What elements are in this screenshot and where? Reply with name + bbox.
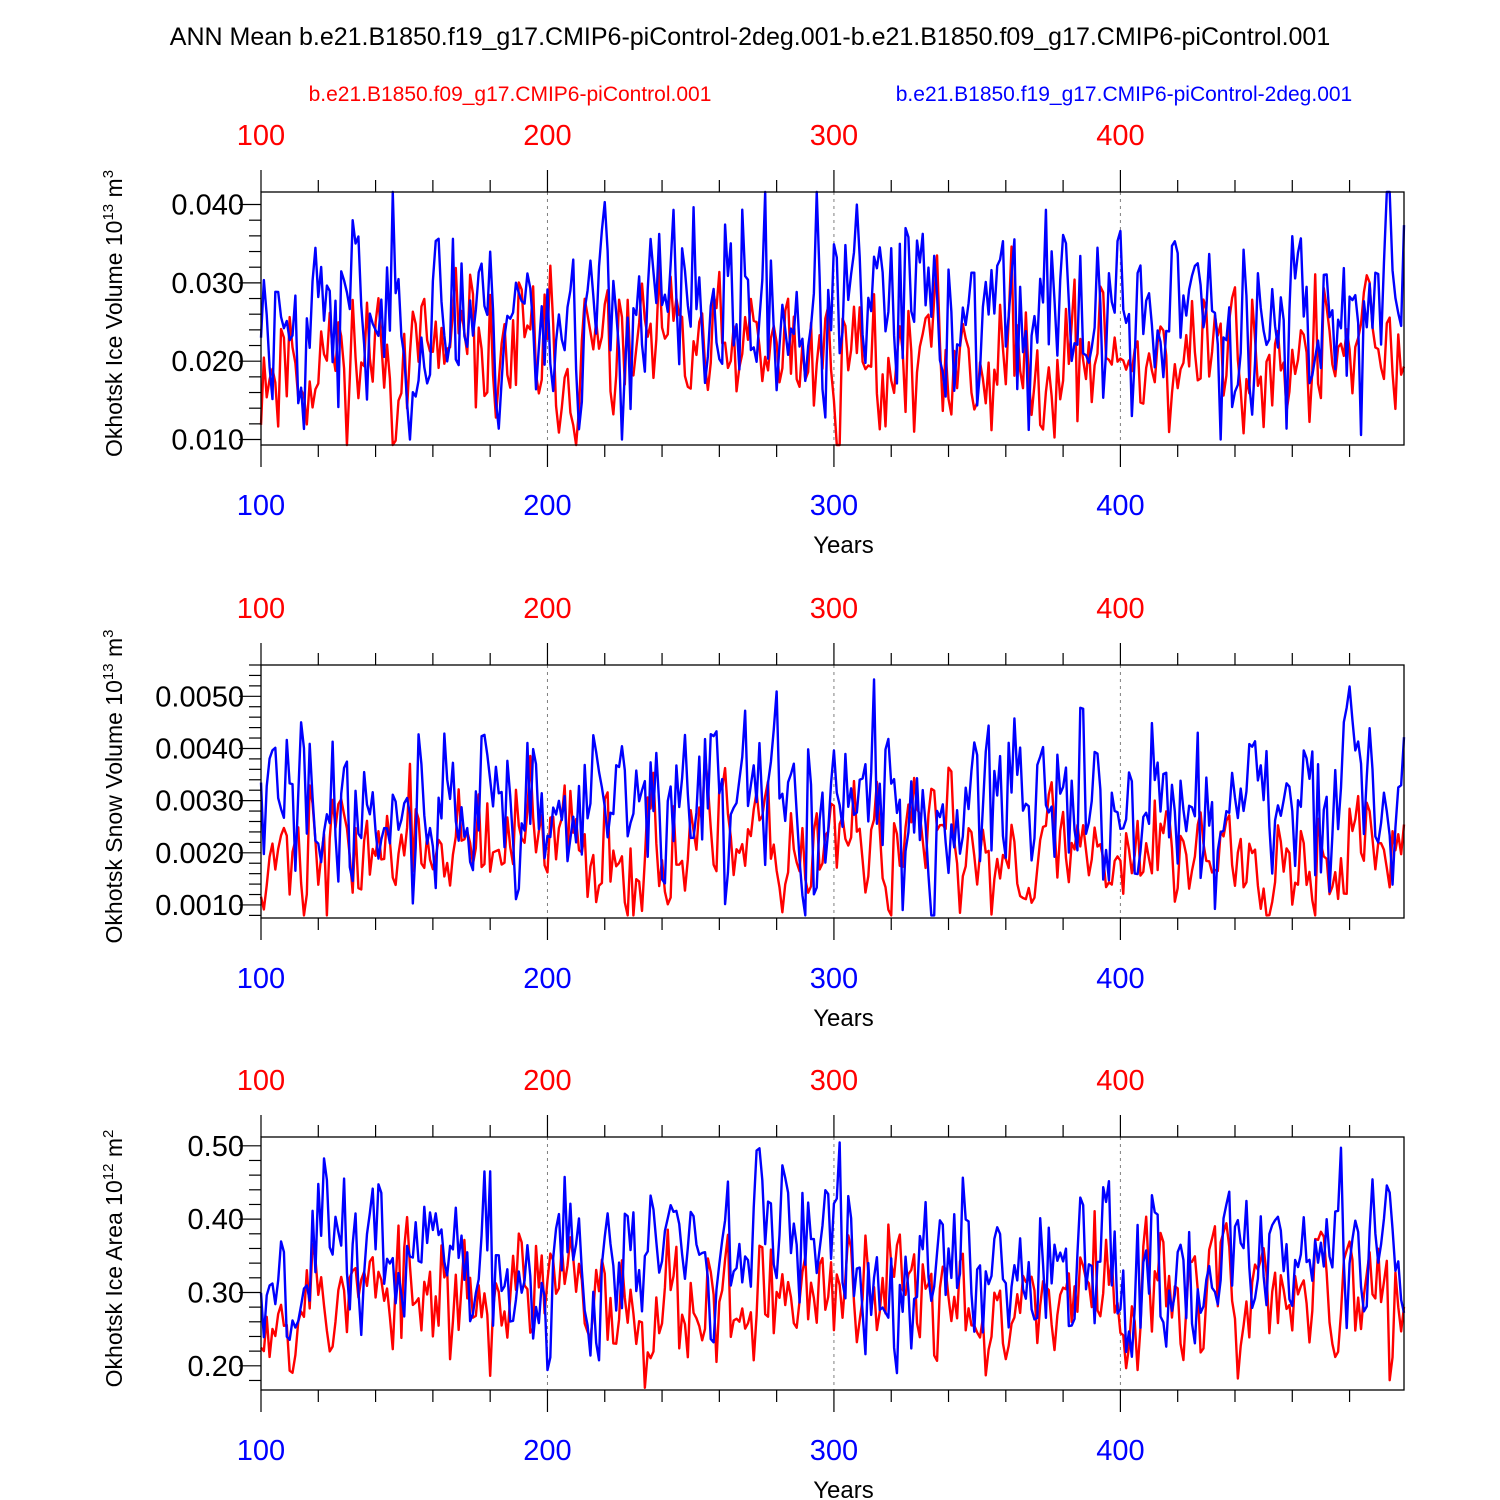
x-tick-label-bottom: 400 [1096,490,1144,522]
legend-run-b: b.e21.B1850.f19_g17.CMIP6-piControl-2deg… [896,83,1352,106]
x-tick-label-top: 400 [1096,1065,1144,1097]
y-tick-label: 0.50 [188,1131,244,1163]
x-tick-label-bottom: 300 [810,490,858,522]
y-tick-label: 0.30 [188,1277,244,1309]
x-tick-label-bottom: 100 [237,963,285,995]
y-tick-label: 0.010 [171,425,244,457]
y-axis-title-text: Okhotsk Snow Volume 10 [101,680,127,943]
x-tick-label-bottom: 400 [1096,1435,1144,1467]
panels: 100 100 200 200 300 300 400 400 Years 0.010 0.020 0… [100,120,1406,1500]
x-tick-label-top: 300 [810,1065,858,1097]
x-tick-label-bottom: 300 [810,1435,858,1467]
series-line-run-b [259,1141,1406,1375]
y-axis-title-text: Okhotsk Ice Area 10 [101,1180,127,1387]
y-axis-title: Okhotsk Snow Volume 1013 m3 [100,630,127,944]
y-axis-title: Okhotsk Ice Volume 1013 m3 [100,170,127,457]
y-tick-label: 0.0010 [155,890,244,922]
plot-frame [260,191,1405,446]
y-axis-title-text: Okhotsk Ice Volume 10 [101,221,127,458]
x-tick-label-top: 400 [1096,120,1144,152]
y-tick-label: 0.0040 [155,733,244,765]
y-axis-title-unit-exponent: 2 [100,1130,117,1138]
x-axis-title: Years [813,1477,874,1500]
x-tick-label-bottom: 200 [523,490,571,522]
x-axis-title: Years [813,1005,874,1032]
y-tick-label: 0.030 [171,268,244,300]
x-tick-label-bottom: 300 [810,963,858,995]
y-tick-label: 0.0030 [155,786,244,818]
y-tick-label: 0.020 [171,346,244,378]
x-tick-label-top: 400 [1096,593,1144,625]
legend-run-a: b.e21.B1850.f09_g17.CMIP6-piControl.001 [309,83,712,106]
y-axis-title-exponent: 13 [100,663,117,680]
figure-title: ANN Mean b.e21.B1850.f19_g17.CMIP6-piCon… [170,23,1330,51]
x-tick-label-top: 100 [237,1065,285,1097]
panel-2: 100 100 200 200 300 300 400 400 Years 0.0010 0.002… [100,593,1406,1032]
x-tick-label-bottom: 100 [237,1435,285,1467]
y-axis-title-unit: m [101,1138,127,1164]
y-axis-title-exponent: 13 [100,204,117,221]
x-tick-label-top: 300 [810,120,858,152]
y-tick-label: 0.0050 [155,681,244,713]
series-line-run-b [259,678,1406,917]
y-axis-title-exponent: 12 [100,1164,117,1181]
x-tick-label-bottom: 200 [523,963,571,995]
x-tick-label-top: 100 [237,593,285,625]
y-axis-title-unit-exponent: 3 [100,630,117,638]
series-line-run-a [260,1210,1406,1389]
x-axis-title: Years [813,532,874,559]
series-line-run-b [259,190,1406,441]
y-tick-label: 0.040 [171,190,244,222]
y-tick-label: 0.20 [188,1351,244,1383]
x-tick-label-top: 200 [523,1065,571,1097]
x-tick-label-top: 100 [237,120,285,152]
y-axis-title-unit: m [101,638,127,664]
plot-frame [260,664,1405,919]
x-tick-label-top: 200 [523,120,571,152]
x-tick-label-top: 300 [810,593,858,625]
x-tick-label-top: 200 [523,593,571,625]
y-axis-title-unit: m [101,178,127,204]
y-axis-title-unit-exponent: 3 [100,170,117,178]
panel-1: 100 100 200 200 300 300 400 400 Years 0.010 0.020 0… [100,120,1406,559]
y-axis-title: Okhotsk Ice Area 1012 m2 [100,1130,127,1388]
x-tick-label-bottom: 100 [237,490,285,522]
panel-3: 100 100 200 200 300 300 400 400 Years 0.20 0.30 0.4… [100,1065,1406,1500]
x-tick-label-bottom: 200 [523,1435,571,1467]
y-tick-label: 0.40 [188,1204,244,1236]
y-tick-label: 0.0020 [155,838,244,870]
x-tick-label-bottom: 400 [1096,963,1144,995]
